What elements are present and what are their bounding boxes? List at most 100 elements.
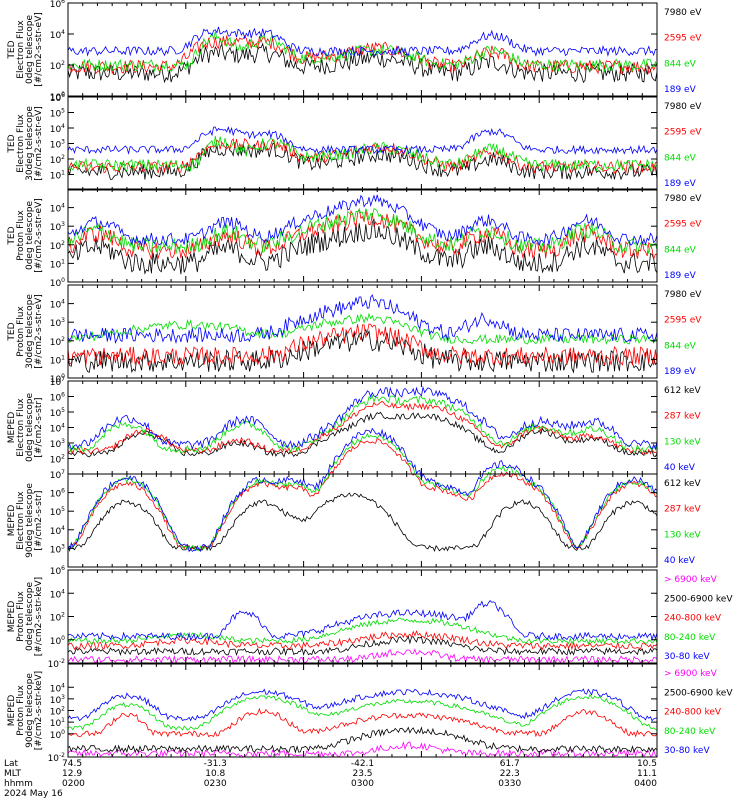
legend-entry: 7980 eV <box>664 8 702 18</box>
series-line-1 <box>67 218 658 275</box>
y-axis-label-line: 0deg telescope <box>25 582 35 652</box>
panel-2: 101 102 103 104 105 106 TED Electron Flux 30deg … <box>7 92 702 191</box>
y-tick-label: 104 <box>50 682 65 694</box>
series-line-3 <box>67 394 658 454</box>
x-tick-hhmm: 0200 <box>62 779 85 789</box>
legend-entry: > 6900 keV <box>664 575 718 585</box>
y-axis-label-line: [#/cm2-s-str-eV] <box>34 106 44 181</box>
y-axis-label-line: 90deg telescope <box>25 673 35 748</box>
x-tick-lat: -42.1 <box>351 759 374 769</box>
panel-4: 100 101 102 103 104 TED Proton Flux 30deg teles… <box>7 284 702 385</box>
y-axis-label-line: MEPED <box>7 505 17 537</box>
y-axis-label-line: Proton Flux <box>16 210 26 261</box>
y-tick-label: 104 <box>50 123 65 135</box>
legend-entry: 844 eV <box>664 245 697 255</box>
y-axis-label-line: MEPED <box>7 412 17 444</box>
legend-entry: 189 eV <box>664 367 697 377</box>
panel-5: 102 103 104 105 106 107 MEPED Electron Flux 0deg… <box>7 376 701 475</box>
y-tick-label: 100 <box>50 373 65 385</box>
y-tick-label: 105 <box>50 506 65 518</box>
y-axis-label-line: [#/cm2-s-str-eV] <box>34 12 44 87</box>
series-line-2 <box>67 437 658 551</box>
y-tick-label: 104 <box>50 203 65 215</box>
y-axis-label-line: TED <box>7 40 17 59</box>
y-axis-label-line: [#/cm2-s-str] <box>34 397 44 457</box>
legend-entry: 130 keV <box>664 530 701 540</box>
series-line-2 <box>67 635 658 657</box>
x-axis-row-label: Lat <box>4 759 19 769</box>
y-tick-label: 107 <box>50 376 65 388</box>
legend-entry: 844 eV <box>664 341 697 351</box>
y-axis-label-line: Proton Flux <box>16 591 26 642</box>
legend-entry: 7980 eV <box>664 194 702 204</box>
y-axis-label-line: 90deg telescope <box>25 483 35 558</box>
y-tick-label: 102 <box>50 336 65 348</box>
series-line-1 <box>67 492 658 552</box>
legend-entry: 2500-6900 keV <box>664 688 733 698</box>
y-axis-label-line: 0deg telescope <box>25 201 35 271</box>
series-line-4 <box>67 617 658 645</box>
x-tick-hhmm: 0400 <box>634 779 657 789</box>
series-line-5 <box>67 688 658 722</box>
series-line-3 <box>67 31 658 73</box>
series-line-3 <box>67 208 658 255</box>
y-tick-label: 106 <box>50 0 65 10</box>
y-tick-label: 10-2 <box>48 658 66 670</box>
y-tick-label: 101 <box>50 258 65 270</box>
legend-entry: 2595 eV <box>664 316 702 326</box>
y-tick-label: 102 <box>50 154 65 166</box>
y-axis-label-line: [#/cm2-s-str-keV] <box>34 577 44 656</box>
series-line-1 <box>67 741 658 759</box>
y-axis-label-line: Electron Flux <box>16 491 26 550</box>
y-tick-label: 106 <box>50 488 65 500</box>
x-tick-hhmm: 0230 <box>204 779 227 789</box>
x-tick-lat: -31.3 <box>204 759 227 769</box>
series-line-4 <box>67 693 658 731</box>
y-tick-label: 106 <box>50 92 65 104</box>
y-tick-label: 100 <box>50 635 65 647</box>
y-tick-label: 107 <box>50 469 65 481</box>
x-axis-row-label: MLT <box>4 769 22 779</box>
y-tick-label: 101 <box>50 354 65 366</box>
y-tick-label: 102 <box>50 612 65 624</box>
legend-entry: 612 keV <box>664 479 701 489</box>
legend-entry: 40 keV <box>664 556 696 566</box>
x-tick-lat: 74.5 <box>62 759 82 769</box>
y-axis-label-line: [#/cm2-s-str-eV] <box>34 294 44 369</box>
legend-entry: 30-80 keV <box>664 652 710 662</box>
y-tick-label: 101 <box>50 717 65 729</box>
y-axis-label-line: 30deg telescope <box>25 106 35 181</box>
x-tick-mlt: 12.9 <box>62 769 82 779</box>
y-tick-label: 102 <box>50 706 65 718</box>
legend-entry: 844 eV <box>664 59 697 69</box>
series-line-1 <box>67 42 658 84</box>
legend-entry: 80-240 keV <box>664 727 716 737</box>
legend-entry: > 6900 keV <box>664 669 718 679</box>
y-tick-label: 102 <box>50 454 65 466</box>
y-axis-label-line: Electron Flux <box>16 20 26 79</box>
y-tick-label: 103 <box>50 317 65 329</box>
y-tick-label: 104 <box>50 588 65 600</box>
panel-6: 103 104 105 106 107 MEPED Electron Flux 90deg t… <box>7 427 701 568</box>
legend-entry: 844 eV <box>664 153 697 163</box>
y-tick-label: 105 <box>50 108 65 120</box>
legend-entry: 612 keV <box>664 386 701 396</box>
y-tick-label: 105 <box>50 407 65 419</box>
y-tick-label: 102 <box>50 60 65 72</box>
panel-3: 100 101 102 103 104 TED Proton Flux 0deg telesc… <box>7 188 702 289</box>
legend-entry: 2500-6900 keV <box>664 594 733 604</box>
y-axis-label-line: MEPED <box>7 695 17 727</box>
legend-entry: 2595 eV <box>664 34 702 44</box>
y-tick-label: 104 <box>50 299 65 311</box>
x-tick-mlt: 23.5 <box>352 769 372 779</box>
x-tick-hhmm: 0330 <box>498 779 521 789</box>
y-axis-label-line: TED <box>7 226 17 245</box>
x-tick-mlt: 22.3 <box>500 769 520 779</box>
series-line-2 <box>67 323 658 367</box>
legend-entry: 189 eV <box>664 271 697 281</box>
series-line-5 <box>67 599 658 641</box>
panel-7: 10-2 100 102 104 106 MEPED Proton Flux 0deg tel… <box>7 565 733 670</box>
y-axis-label-line: Proton Flux <box>16 306 26 357</box>
y-tick-label: 101 <box>50 170 65 182</box>
